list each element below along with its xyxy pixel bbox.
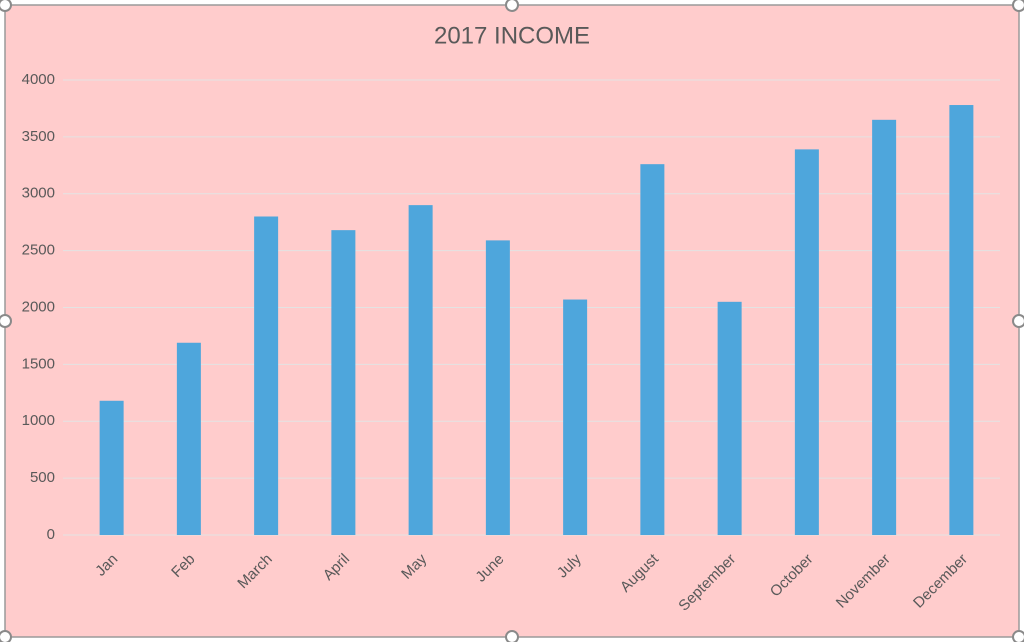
chart-title: 2017 INCOME [434, 22, 590, 49]
y-tick-label: 4000 [22, 71, 55, 88]
bar [563, 299, 588, 535]
bar [254, 216, 279, 535]
y-tick-label: 3500 [22, 128, 55, 145]
bar [99, 400, 124, 535]
bar [331, 230, 356, 535]
bar [176, 342, 201, 535]
y-tick-label: 500 [30, 469, 55, 486]
bar [408, 205, 433, 535]
bar [485, 240, 510, 535]
bar [872, 119, 897, 535]
bar [794, 149, 819, 535]
chart-area[interactable] [4, 4, 1020, 638]
y-tick-label: 0 [47, 526, 55, 543]
bar [717, 301, 742, 535]
bar [640, 164, 665, 536]
y-tick-label: 2000 [22, 298, 55, 315]
y-tick-label: 3000 [22, 185, 55, 202]
bar [949, 105, 974, 536]
y-tick-label: 2500 [22, 242, 55, 259]
y-tick-label: 1500 [22, 355, 55, 372]
y-tick-label: 1000 [22, 412, 55, 429]
